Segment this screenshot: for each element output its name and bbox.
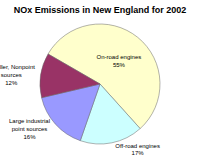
svg-text:NOx Emissions in New England f: NOx Emissions in New England for 2002 — [14, 5, 187, 15]
svg-text:On-road engines55%: On-road engines55% — [97, 54, 142, 68]
svg-text:Large industrialpoint sources1: Large industrialpoint sources16% — [9, 118, 50, 140]
svg-text:Off-road engines17%: Off-road engines17% — [115, 143, 160, 157]
svg-text:Smaller, Nonpointsources12%: Smaller, Nonpointsources12% — [0, 64, 35, 86]
